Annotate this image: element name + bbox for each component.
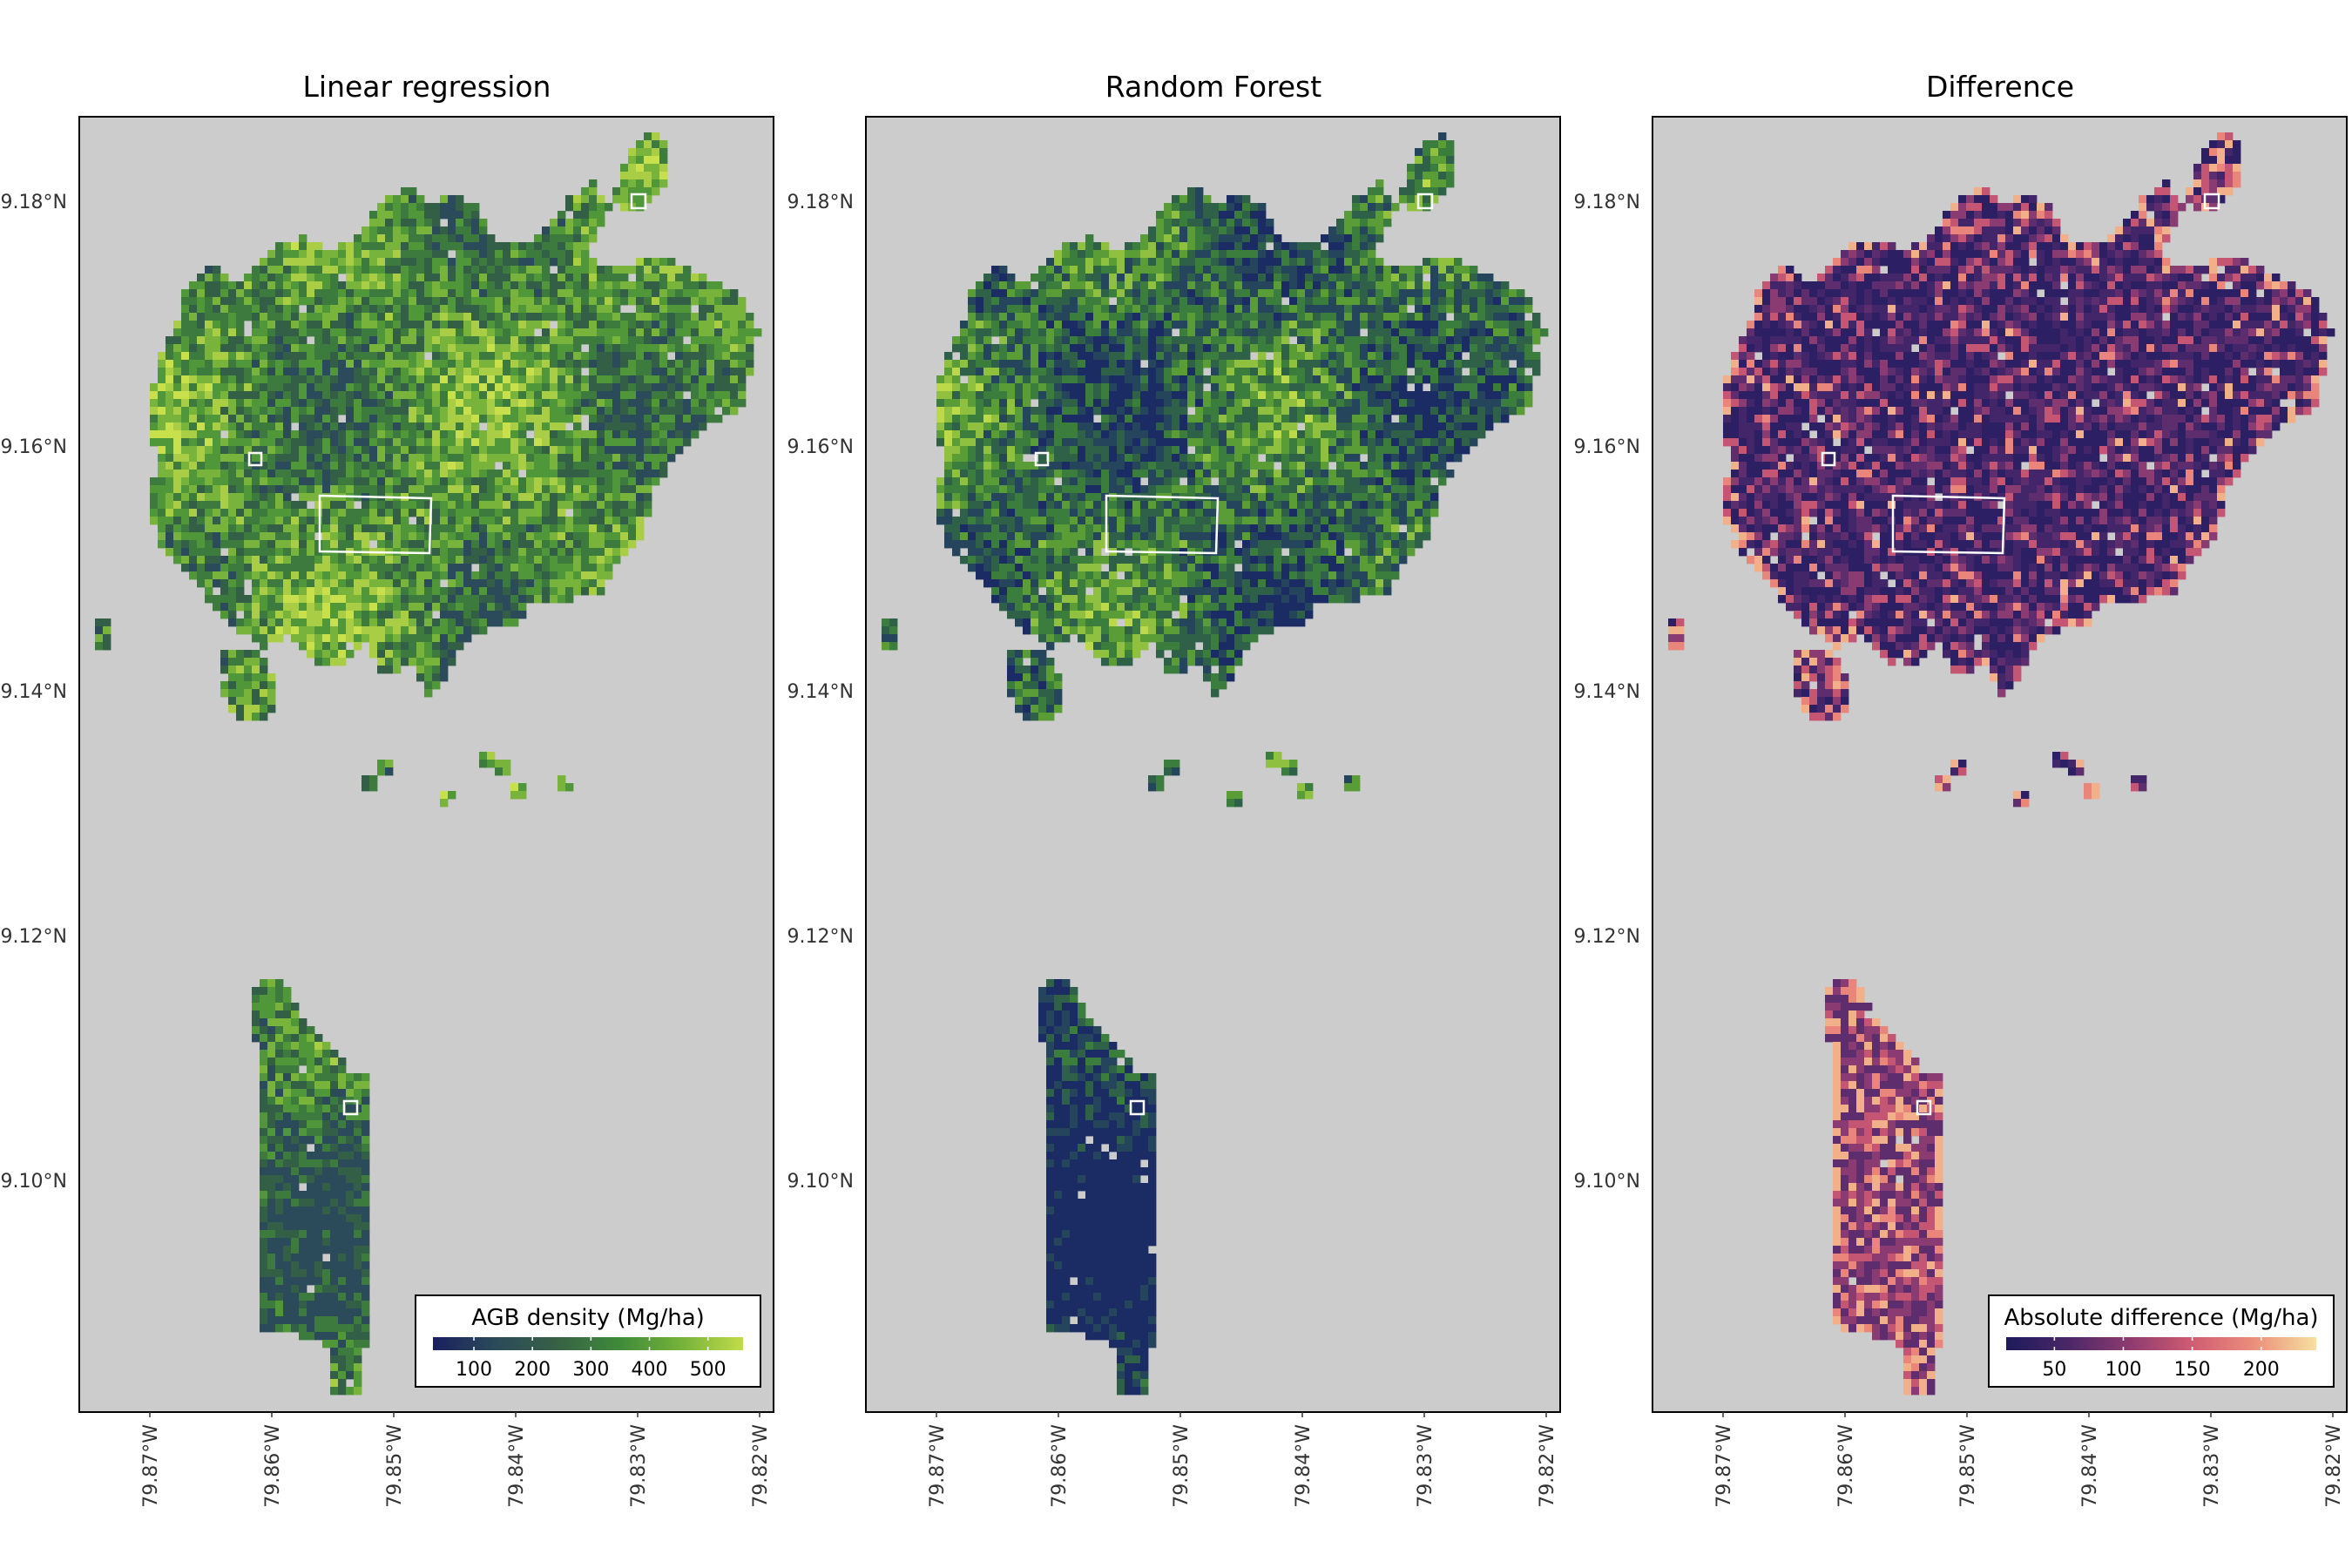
colorbar-ticks: 100 200 300 400 500 [456,1337,727,1381]
lat-tick-label: 9.12°N [1574,926,1640,948]
lat-tick-label: 9.16°N [1574,436,1640,458]
lon-tick-label: 79.87°W [1713,1424,1735,1508]
lat-tick-labels: 9.18°N 9.16°N 9.14°N 9.12°N 9.10°N [1574,192,1640,1193]
lat-tick-label: 9.18°N [1574,192,1640,213]
lat-tick-label: 9.16°N [787,436,854,458]
panel-title: Linear regression [303,70,551,104]
lon-tick-label: 79.86°W [262,1424,284,1508]
colorbar-tick-label: 400 [632,1359,668,1381]
map-frame [78,116,774,1413]
colorbar-tick-label: 200 [2243,1359,2280,1381]
lat-tick-label: 9.18°N [1,192,67,213]
highlight-box [342,1099,359,1116]
lon-tick-labels: 79.87°W 79.86°W 79.85°W 79.84°W 79.83°W 79.82… [140,1412,772,1508]
lon-tick-label: 79.82°W [750,1424,772,1508]
lat-tick-label: 9.12°N [1,926,67,948]
lon-tick-label: 79.84°W [2079,1424,2101,1508]
agb-raster-linear [95,132,762,1396]
difference-raster [1668,132,2335,1396]
legend-agb: AGB density (Mg/ha) 100 200 300 400 500 [415,1294,761,1388]
lat-tick-label: 9.10°N [1,1171,67,1193]
lat-tick-label: 9.14°N [787,681,854,703]
highlight-box [247,451,263,467]
highlight-boxes [1034,193,1434,1116]
colorbar-tick-label: 200 [514,1359,551,1381]
highlight-box [1916,1099,1932,1116]
highlight-box [1105,494,1220,555]
lon-tick-labels: 79.87°W 79.86°W 79.85°W 79.84°W 79.83°W 79.82… [927,1412,1558,1508]
lat-tick-labels: 9.18°N 9.16°N 9.14°N 9.12°N 9.10°N [787,192,854,1193]
highlight-box [1891,494,2006,555]
lon-tick-label: 79.84°W [506,1424,528,1508]
lon-tick-label: 79.82°W [2323,1424,2345,1508]
panel-title: Random Forest [1105,70,1321,104]
colorbar-tick-label: 300 [572,1359,609,1381]
panel-linear-regression: Linear regression 9.18°N 9.16°N 9.14°N 9.12… [1,70,774,1508]
colorbar-tick-label: 500 [690,1359,727,1381]
highlight-box [2203,193,2220,210]
colorbar-ticks: 50 100 150 200 [2042,1337,2280,1381]
lon-tick-label: 79.86°W [1049,1424,1071,1508]
legend-title: AGB density (Mg/ha) [471,1305,705,1331]
legend-difference: Absolute difference (Mg/ha) 50 100 150 200 [1988,1294,2335,1388]
highlight-box [630,193,647,210]
colorbar-tick-label: 100 [456,1359,492,1381]
lon-tick-label: 79.83°W [628,1424,650,1508]
lon-tick-label: 79.83°W [1415,1424,1436,1508]
colorbar-tick-label: 150 [2174,1359,2211,1381]
colorbar-tick-label: 100 [2105,1359,2141,1381]
lon-tick-label: 79.87°W [927,1424,949,1508]
legend-title: Absolute difference (Mg/ha) [2004,1305,2318,1331]
lat-tick-label: 9.10°N [787,1171,854,1193]
colorbar [433,1337,743,1350]
lat-tick-label: 9.12°N [787,926,854,948]
lon-tick-label: 79.85°W [1171,1424,1193,1508]
lat-tick-label: 9.16°N [1,436,67,458]
lon-tick-label: 79.86°W [1835,1424,1857,1508]
panel-random-forest: Random Forest 9.18°N9.16°N9.14°N9.12°N9.… [787,70,1561,1508]
lon-tick-labels: 79.87°W 79.86°W 79.85°W 79.84°W 79.83°W 79.82… [1713,1412,2345,1508]
highlight-box [1034,451,1050,467]
lon-tick-label: 79.84°W [1293,1424,1315,1508]
lat-tick-label: 9.14°N [1574,681,1640,703]
highlight-box [1821,451,1836,467]
lon-tick-label: 79.82°W [1537,1424,1558,1508]
map-frame [865,116,1561,1413]
lon-tick-label: 79.85°W [384,1424,406,1508]
highlight-boxes [247,193,647,1116]
highlight-boxes [1821,193,2220,1116]
highlight-box [1416,193,1434,210]
colorbar [2006,1337,2316,1350]
panel-title: Difference [1926,70,2074,104]
map-frame [1652,116,2348,1413]
lat-tick-labels: 9.18°N 9.16°N 9.14°N 9.12°N 9.10°N [1,192,67,1193]
highlight-box [318,494,433,555]
highlight-box [1129,1099,1146,1116]
lon-tick-label: 79.85°W [1957,1424,1979,1508]
lon-tick-label: 79.87°W [140,1424,162,1508]
panel-difference: Difference 9.18°N 9.16°N 9.14°N 9.12°N 9.10°… [1574,70,2348,1508]
lat-tick-label: 9.18°N [787,192,854,213]
lat-tick-label: 9.10°N [1574,1171,1640,1193]
lat-tick-label: 9.14°N [1,681,67,703]
colorbar-tick-label: 50 [2042,1359,2066,1381]
lon-tick-label: 79.83°W [2201,1424,2223,1508]
agb-raster-rf [882,132,1549,1396]
